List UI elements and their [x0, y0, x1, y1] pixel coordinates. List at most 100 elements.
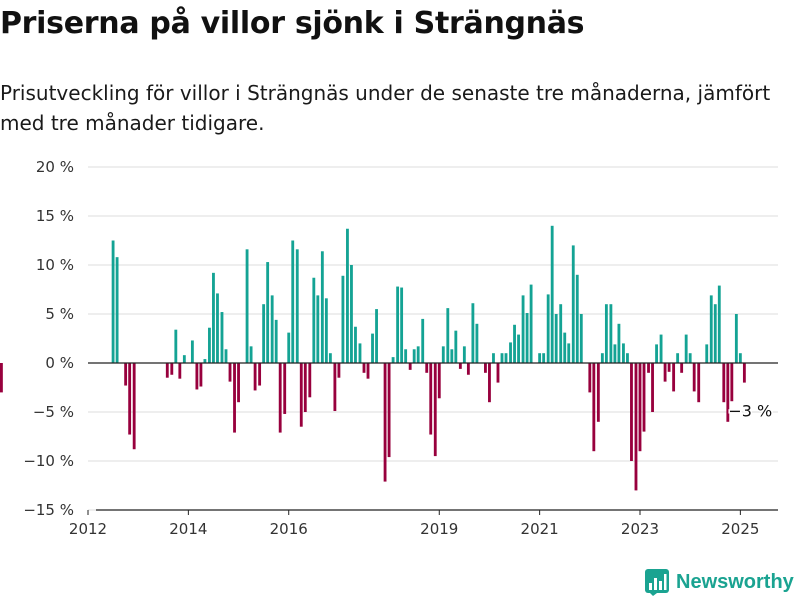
y-tick-label: 20 %	[36, 158, 74, 176]
bar	[237, 363, 240, 403]
bar	[291, 240, 295, 363]
bar	[567, 343, 571, 363]
x-tick-label: 2016	[270, 520, 308, 538]
bar	[115, 257, 119, 363]
bar	[170, 363, 174, 375]
gridlines	[88, 166, 778, 511]
bar	[362, 363, 366, 373]
bar	[178, 363, 182, 379]
bar	[638, 363, 642, 452]
bar	[484, 363, 487, 373]
bar	[303, 363, 307, 412]
bar	[333, 363, 337, 412]
bar	[203, 359, 207, 363]
bar	[396, 286, 400, 363]
bar	[692, 363, 696, 392]
bar	[262, 304, 266, 363]
x-tick-label: 2014	[169, 520, 207, 538]
bar	[705, 344, 709, 363]
bar	[688, 353, 692, 363]
x-tick-label: 2019	[420, 520, 458, 538]
bar	[492, 353, 495, 363]
bar	[717, 285, 721, 363]
bar	[324, 298, 328, 363]
bar	[320, 251, 324, 363]
bar	[554, 314, 558, 363]
y-tick-label: −10 %	[23, 452, 74, 470]
bar	[659, 334, 663, 363]
bar	[521, 295, 525, 363]
bar	[190, 340, 194, 363]
bar	[283, 363, 287, 414]
x-tick-label: 2025	[721, 520, 759, 538]
bar	[655, 344, 658, 363]
bar	[346, 228, 349, 363]
bars	[0, 225, 746, 491]
bar	[726, 363, 730, 422]
bar	[433, 363, 437, 457]
bar	[738, 353, 742, 363]
bar	[579, 314, 583, 363]
bar	[421, 318, 425, 363]
bar	[111, 240, 115, 363]
bar	[245, 249, 249, 363]
bar	[509, 342, 512, 363]
bar	[358, 343, 362, 363]
bar	[182, 355, 186, 363]
bar	[517, 334, 520, 363]
bar	[341, 275, 345, 363]
y-tick-label: 5 %	[45, 305, 74, 323]
x-tick-label: 2021	[521, 520, 559, 538]
bar	[258, 363, 262, 386]
axes	[87, 362, 778, 515]
bar	[475, 323, 479, 363]
bar	[195, 363, 199, 390]
bar	[709, 295, 713, 363]
bar	[416, 346, 420, 363]
bar	[274, 319, 278, 363]
bar	[525, 313, 529, 363]
bar	[672, 363, 676, 392]
bar	[128, 363, 132, 435]
bar	[165, 363, 169, 378]
y-tick-label: 0 %	[45, 354, 74, 372]
bar	[454, 330, 458, 363]
bar	[642, 363, 646, 432]
bar	[295, 249, 299, 363]
bar	[400, 287, 404, 363]
bar	[216, 293, 219, 363]
bar	[575, 274, 579, 363]
bar	[504, 353, 508, 363]
bar	[350, 265, 353, 363]
y-tick-label: −5 %	[33, 403, 74, 421]
bar	[600, 353, 604, 363]
bar	[412, 349, 416, 363]
bar	[383, 363, 387, 482]
bar	[287, 332, 291, 363]
bar	[559, 304, 563, 363]
tick-labels: 20 % 15 % 10 % 5 % 0 % −5 % −10 % −15 %2012 2014…	[23, 158, 773, 538]
bar	[550, 225, 554, 363]
bar	[208, 327, 211, 363]
bar	[375, 309, 378, 363]
bar	[212, 272, 215, 363]
bar	[249, 346, 253, 363]
bar	[220, 312, 224, 363]
bar	[626, 353, 629, 363]
newsworthy-logo-icon	[645, 569, 669, 596]
bar	[609, 304, 613, 363]
bar-chart: 20 % 15 % 10 % 5 % 0 % −5 % −10 % −15 %2012 2014…	[0, 158, 778, 538]
bar	[596, 363, 600, 422]
bar	[697, 363, 701, 403]
bar	[722, 363, 726, 403]
bar	[458, 363, 462, 369]
x-tick-label: 2012	[69, 520, 107, 538]
bar	[496, 363, 500, 383]
bar	[316, 295, 320, 363]
bar	[450, 349, 454, 363]
y-tick-label: 10 %	[36, 256, 74, 274]
bar	[312, 277, 316, 363]
bar	[663, 363, 667, 382]
y-tick-label: 15 %	[36, 207, 74, 225]
bar	[371, 333, 374, 363]
